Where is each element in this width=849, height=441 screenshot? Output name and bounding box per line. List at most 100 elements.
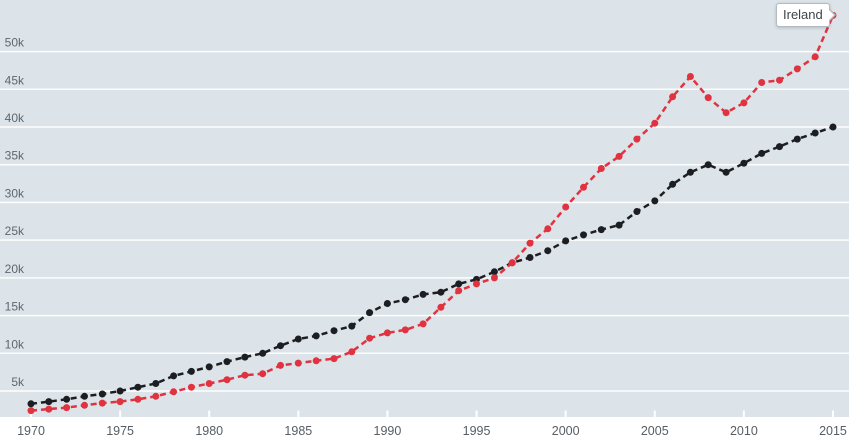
data-point-Ireland[interactable]	[473, 280, 480, 288]
data-point-comparison-series[interactable]	[562, 237, 570, 245]
data-point-Ireland[interactable]	[366, 334, 374, 342]
data-point-comparison-series[interactable]	[312, 332, 320, 340]
data-point-Ireland[interactable]	[597, 165, 605, 172]
data-point-comparison-series[interactable]	[811, 129, 819, 137]
x-tick-label: 1970	[17, 424, 45, 438]
x-tick-label: 2010	[730, 424, 758, 438]
data-point-Ireland[interactable]	[294, 359, 302, 367]
data-point-comparison-series[interactable]	[740, 159, 748, 167]
data-point-comparison-series[interactable]	[27, 400, 35, 408]
data-point-comparison-series[interactable]	[829, 123, 837, 131]
data-point-comparison-series[interactable]	[793, 135, 801, 143]
data-point-Ireland[interactable]	[686, 73, 694, 80]
data-point-comparison-series[interactable]	[294, 335, 302, 343]
data-point-Ireland[interactable]	[615, 152, 623, 160]
data-point-comparison-series[interactable]	[366, 309, 374, 317]
data-point-Ireland[interactable]	[27, 407, 35, 415]
data-point-comparison-series[interactable]	[81, 392, 88, 400]
data-point-comparison-series[interactable]	[241, 353, 249, 361]
data-point-comparison-series[interactable]	[686, 168, 694, 176]
data-point-Ireland[interactable]	[134, 395, 142, 403]
data-point-comparison-series[interactable]	[758, 149, 766, 157]
data-point-Ireland[interactable]	[544, 225, 552, 233]
data-point-comparison-series[interactable]	[205, 363, 213, 371]
data-point-comparison-series[interactable]	[116, 387, 124, 395]
data-point-comparison-series[interactable]	[259, 349, 267, 357]
y-tick-label: 35k	[5, 149, 25, 163]
data-point-Ireland[interactable]	[651, 119, 659, 127]
series-callout-label[interactable]: Ireland	[776, 3, 836, 27]
data-point-Ireland[interactable]	[722, 109, 730, 117]
data-point-comparison-series[interactable]	[437, 288, 445, 296]
data-point-Ireland[interactable]	[419, 320, 427, 328]
data-point-Ireland[interactable]	[63, 404, 71, 412]
data-point-Ireland[interactable]	[45, 405, 53, 413]
data-point-Ireland[interactable]	[348, 348, 356, 356]
data-point-Ireland[interactable]	[633, 135, 641, 143]
data-point-comparison-series[interactable]	[544, 247, 552, 255]
data-point-comparison-series[interactable]	[277, 342, 284, 350]
data-point-comparison-series[interactable]	[526, 254, 534, 261]
data-point-comparison-series[interactable]	[152, 380, 160, 387]
data-point-Ireland[interactable]	[526, 239, 534, 247]
data-point-comparison-series[interactable]	[455, 280, 463, 288]
data-point-Ireland[interactable]	[508, 259, 516, 267]
data-point-Ireland[interactable]	[330, 355, 338, 363]
data-point-Ireland[interactable]	[740, 99, 748, 107]
data-point-Ireland[interactable]	[241, 371, 249, 379]
data-point-Ireland[interactable]	[259, 370, 267, 378]
x-tick-label: 1990	[374, 424, 402, 438]
data-point-comparison-series[interactable]	[704, 161, 712, 169]
data-point-comparison-series[interactable]	[98, 390, 106, 398]
data-point-Ireland[interactable]	[205, 380, 213, 387]
data-point-comparison-series[interactable]	[134, 383, 142, 391]
data-point-Ireland[interactable]	[223, 376, 231, 384]
data-point-Ireland[interactable]	[277, 361, 284, 369]
data-point-Ireland[interactable]	[170, 388, 178, 396]
data-point-Ireland[interactable]	[455, 287, 463, 295]
data-point-comparison-series[interactable]	[615, 221, 623, 229]
data-point-comparison-series[interactable]	[722, 168, 730, 176]
data-point-Ireland[interactable]	[811, 53, 819, 61]
data-point-comparison-series[interactable]	[669, 180, 677, 188]
data-point-Ireland[interactable]	[669, 93, 677, 101]
data-point-comparison-series[interactable]	[776, 143, 783, 151]
data-point-comparison-series[interactable]	[223, 358, 231, 366]
data-point-Ireland[interactable]	[776, 76, 783, 84]
data-point-comparison-series[interactable]	[170, 372, 178, 380]
data-point-Ireland[interactable]	[98, 399, 106, 407]
data-point-comparison-series[interactable]	[633, 208, 641, 215]
y-tick-label: 20k	[5, 262, 25, 276]
data-point-comparison-series[interactable]	[63, 395, 71, 403]
data-point-Ireland[interactable]	[152, 392, 160, 400]
data-point-comparison-series[interactable]	[597, 226, 605, 234]
series-line-Ireland	[30, 14, 835, 412]
data-point-Ireland[interactable]	[562, 203, 570, 211]
data-point-comparison-series[interactable]	[419, 290, 427, 298]
data-point-comparison-series[interactable]	[348, 322, 356, 330]
data-point-Ireland[interactable]	[793, 65, 801, 73]
data-point-Ireland[interactable]	[187, 383, 195, 391]
data-point-comparison-series[interactable]	[651, 197, 659, 205]
x-tick-label: 2000	[552, 424, 580, 438]
data-point-comparison-series[interactable]	[330, 327, 338, 335]
data-point-comparison-series[interactable]	[45, 398, 53, 406]
data-point-Ireland[interactable]	[312, 357, 320, 365]
x-tick-label: 2015	[819, 424, 847, 438]
data-point-Ireland[interactable]	[383, 329, 391, 337]
data-point-Ireland[interactable]	[490, 274, 498, 282]
data-point-comparison-series[interactable]	[187, 367, 195, 375]
data-point-Ireland[interactable]	[116, 398, 124, 406]
data-point-Ireland[interactable]	[401, 326, 409, 334]
data-point-Ireland[interactable]	[704, 94, 712, 102]
data-point-comparison-series[interactable]	[580, 231, 587, 239]
data-point-Ireland[interactable]	[437, 303, 445, 311]
data-point-comparison-series[interactable]	[490, 268, 498, 276]
data-point-Ireland[interactable]	[580, 183, 587, 191]
data-point-comparison-series[interactable]	[401, 296, 409, 304]
y-tick-label: 50k	[5, 36, 25, 50]
data-point-Ireland[interactable]	[758, 79, 766, 86]
data-point-Ireland[interactable]	[81, 401, 88, 409]
data-point-comparison-series[interactable]	[383, 300, 391, 307]
